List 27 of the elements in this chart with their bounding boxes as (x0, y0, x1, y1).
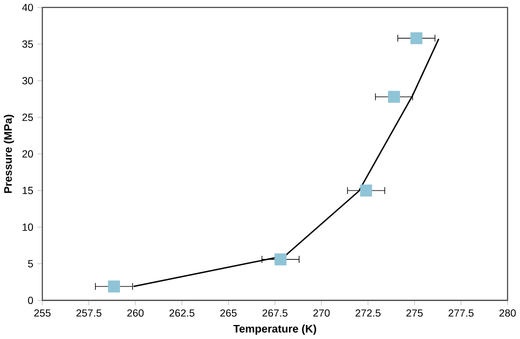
x-tick-label: 267.5 (262, 310, 288, 317)
y-axis-title: Pressure (MPa) (4, 114, 14, 194)
y-tick-label: 10 (22, 224, 33, 232)
x-tick-label: 257.5 (76, 310, 102, 317)
y-tick-label: 35 (22, 40, 33, 48)
x-tick-label: 272.5 (356, 310, 380, 317)
y-tick-label: 40 (22, 4, 33, 12)
point (410, 32, 422, 44)
point (108, 280, 120, 293)
point (360, 184, 372, 197)
x-tick-label: 260 (127, 310, 144, 317)
x-tick-label: 270 (313, 310, 330, 317)
x-axis-title: Temperature (K) (233, 324, 316, 335)
y-tick-label: 15 (22, 187, 33, 194)
y-tick-label: 30 (22, 77, 33, 85)
x-tick-label: 255 (34, 310, 51, 317)
x-tick-label: 262.5 (170, 310, 194, 317)
x-tick-label: 275 (406, 310, 423, 317)
x-tick-label: 277.5 (448, 310, 474, 317)
y-tick-label: 5 (28, 260, 33, 268)
x-tick-label: 265 (220, 310, 237, 317)
x-tick-label: 280 (499, 310, 516, 317)
y-tick-label: 25 (22, 114, 33, 122)
point (388, 91, 400, 104)
y-tick-label: 0 (28, 296, 33, 304)
y-tick-label: 20 (22, 150, 33, 158)
point (274, 254, 287, 266)
